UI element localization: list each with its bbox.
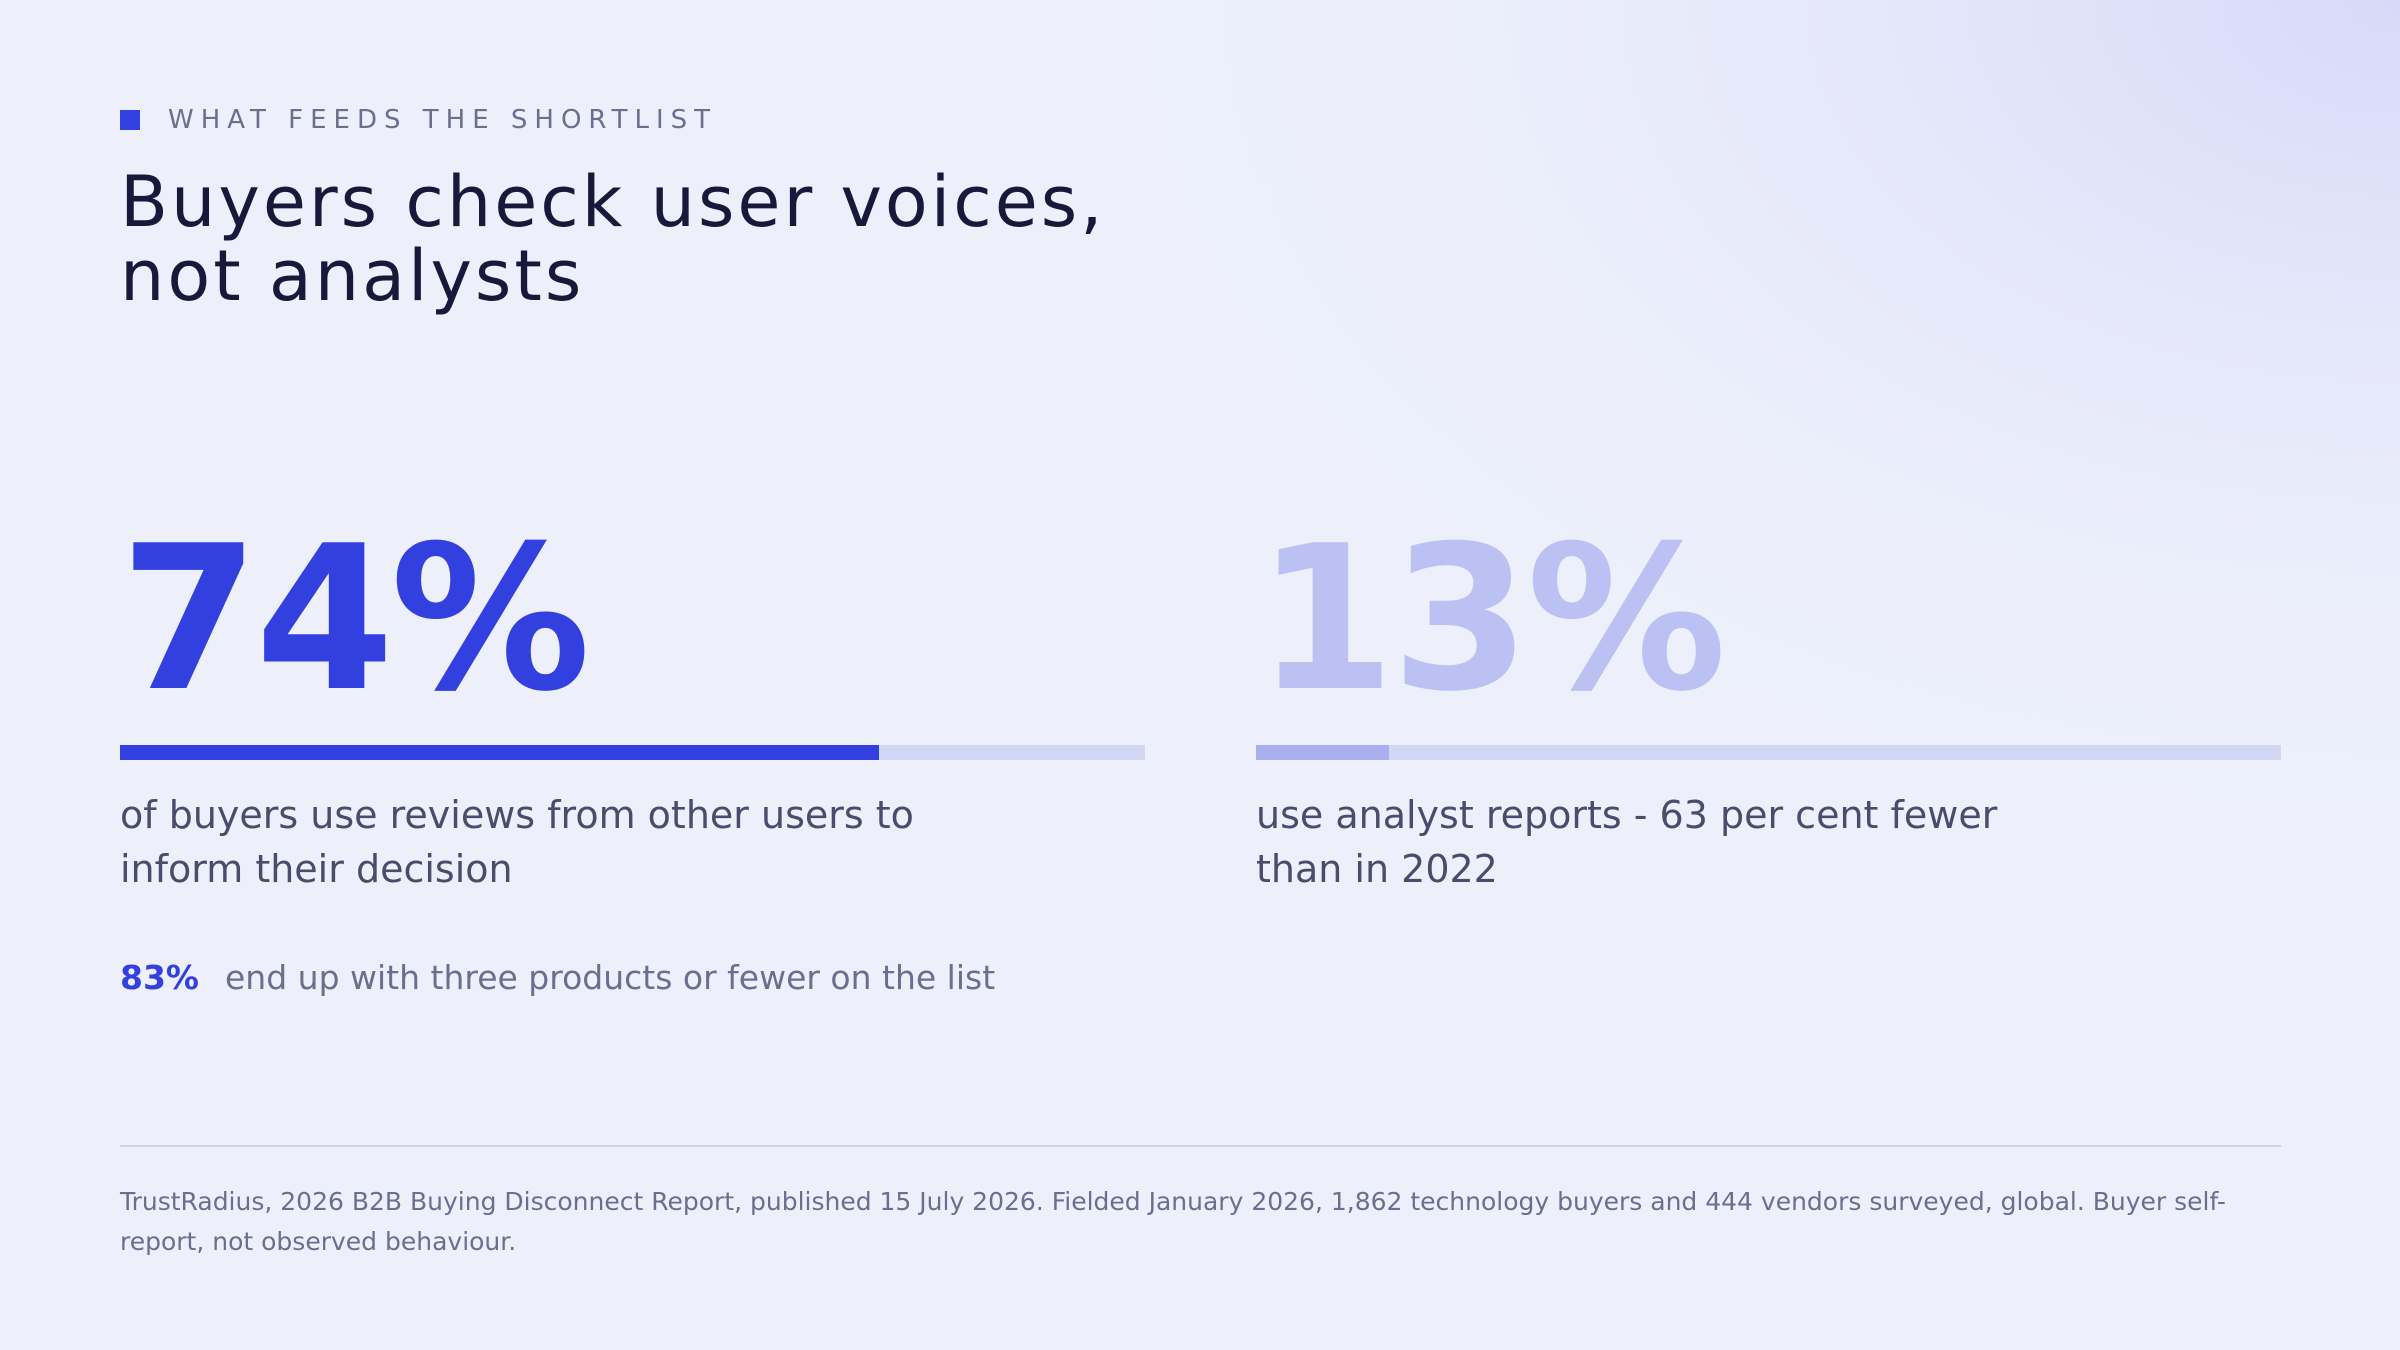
eyebrow-label: WHAT FEEDS THE SHORTLIST xyxy=(168,105,718,135)
stat-bar-fill xyxy=(1256,745,1390,760)
stat-bar-fill xyxy=(120,745,879,760)
eyebrow-marker xyxy=(120,110,140,130)
stat-description: of buyers use reviews from other users t… xyxy=(120,793,914,891)
page-title: Buyers check user voices, not analysts xyxy=(120,165,1320,313)
stat-bar-track xyxy=(120,745,1145,760)
secondary-stat-value: 83% xyxy=(120,958,199,997)
stat-analyst-reports: 13% use analyst reports - 63 per cent fe… xyxy=(1256,520,2281,896)
stat-description: use analyst reports - 63 per cent fewer … xyxy=(1256,793,1998,891)
stat-reviews: 74% of buyers use reviews from other use… xyxy=(120,520,1145,896)
secondary-stat: 83% end up with three products or fewer … xyxy=(120,958,995,997)
title-line-2: not analysts xyxy=(120,235,585,317)
title-line-1: Buyers check user voices, xyxy=(120,161,1106,243)
stat-value: 74% xyxy=(120,503,591,736)
divider xyxy=(120,1145,2281,1147)
stat-value: 13% xyxy=(1256,503,1727,736)
secondary-stat-text: end up with three products or fewer on t… xyxy=(225,958,996,997)
stat-bar-track xyxy=(1256,745,2281,760)
source-footnote: TrustRadius, 2026 B2B Buying Disconnect … xyxy=(120,1187,2226,1256)
eyebrow: WHAT FEEDS THE SHORTLIST xyxy=(120,106,717,134)
